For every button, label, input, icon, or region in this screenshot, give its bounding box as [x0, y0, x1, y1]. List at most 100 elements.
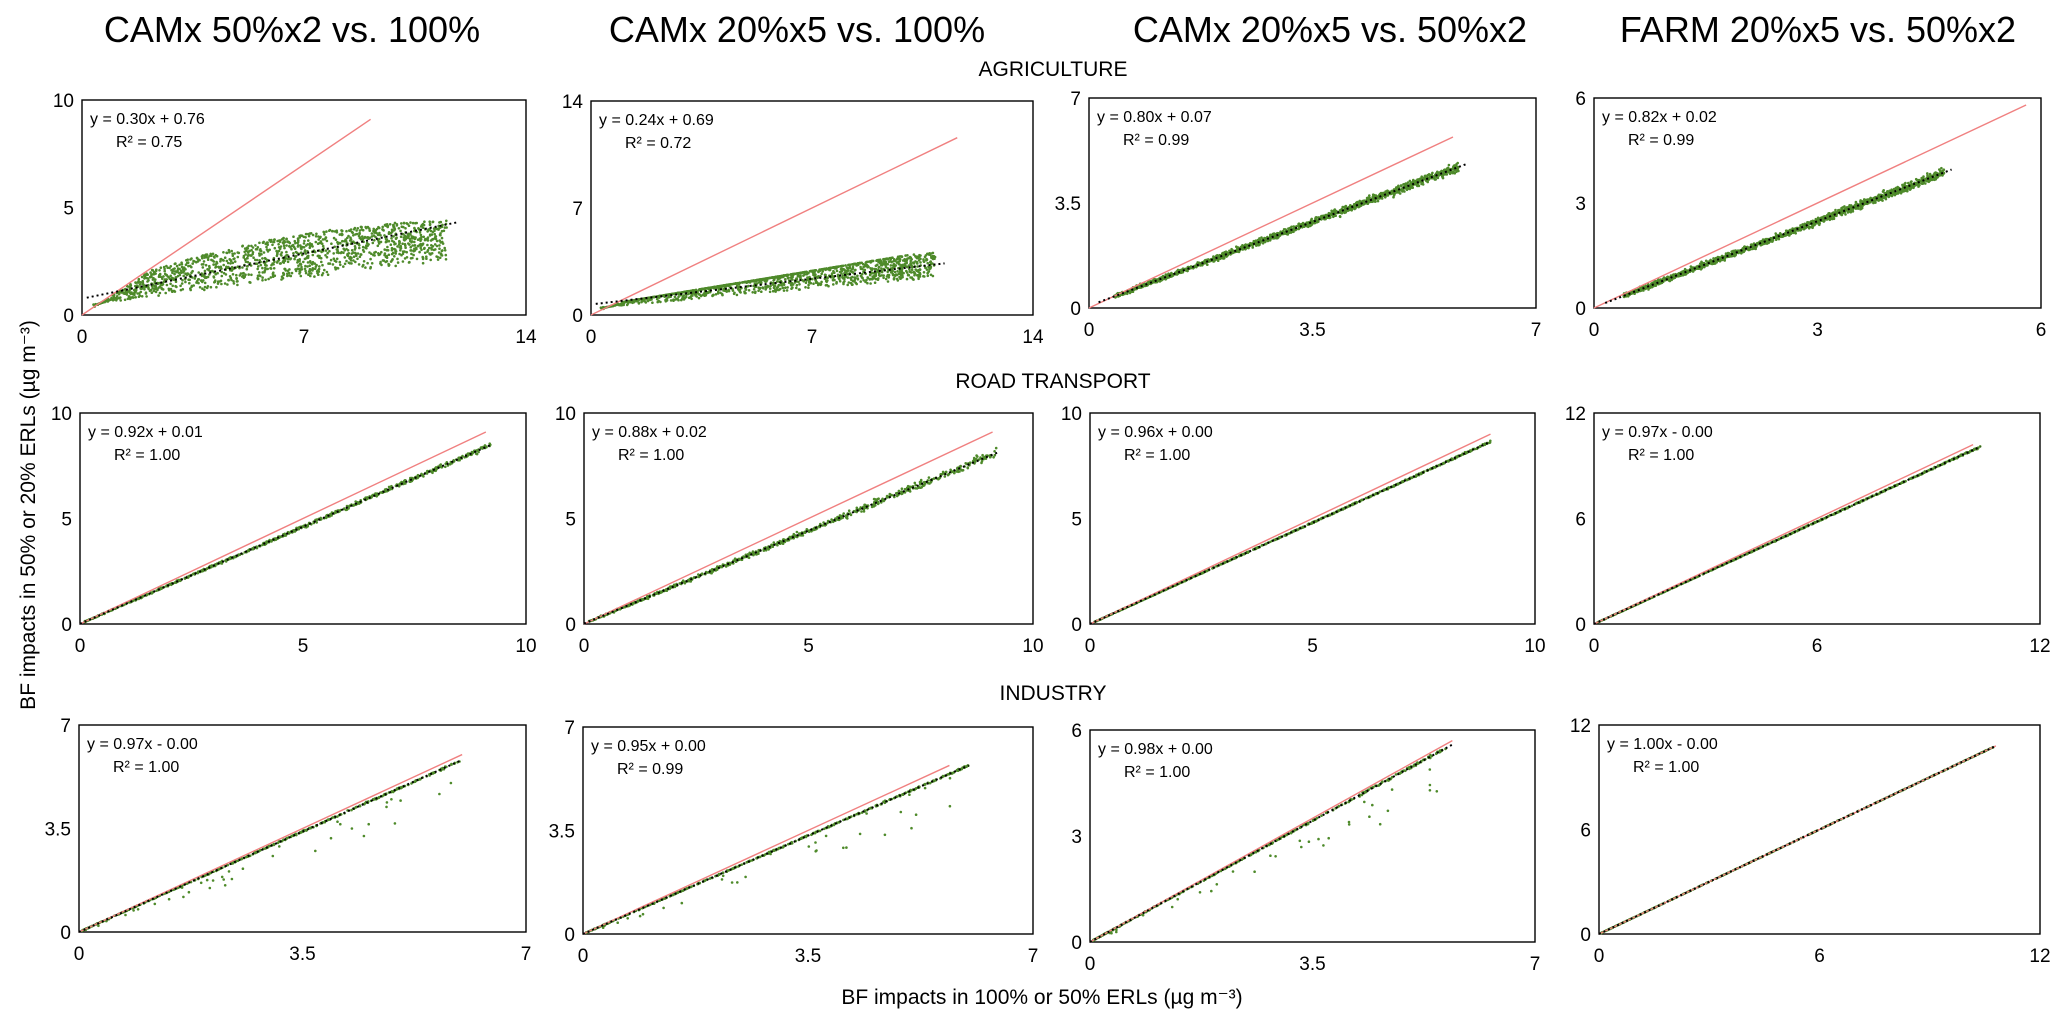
data-point	[251, 246, 255, 249]
data-point	[832, 283, 835, 286]
data-point	[402, 221, 406, 225]
data-point	[440, 249, 444, 253]
data-point	[930, 255, 933, 259]
y-tick-label: 5	[63, 199, 74, 220]
data-point	[286, 269, 290, 273]
data-point	[112, 294, 116, 297]
data-point	[422, 235, 426, 239]
data-point	[744, 287, 747, 290]
data-point	[882, 276, 885, 280]
data-point	[860, 272, 864, 276]
data-point	[757, 289, 760, 293]
data-point	[1368, 194, 1371, 197]
data-point	[830, 272, 834, 275]
data-point	[261, 257, 264, 260]
data-point	[207, 268, 211, 272]
data-point	[354, 246, 357, 250]
data-point	[230, 249, 233, 253]
data-point	[308, 267, 312, 271]
data-point	[426, 248, 430, 252]
data-point	[375, 227, 379, 231]
data-point	[426, 236, 430, 240]
data-point	[1287, 231, 1291, 235]
data-point	[808, 280, 811, 284]
data-point	[1343, 209, 1347, 212]
data-point	[694, 288, 698, 292]
data-point	[415, 257, 419, 261]
data-point	[932, 255, 935, 258]
data-point	[1358, 205, 1361, 208]
data-point	[435, 244, 439, 248]
data-point	[657, 299, 660, 303]
data-point	[897, 272, 901, 276]
data-point	[727, 283, 731, 287]
data-point	[143, 288, 146, 291]
data-point	[236, 251, 239, 254]
data-point	[702, 292, 706, 296]
data-point	[933, 257, 936, 261]
data-point	[203, 281, 207, 285]
data-point	[149, 288, 153, 292]
x-tick-label: 0	[77, 327, 88, 348]
data-point	[761, 286, 764, 289]
data-point	[841, 275, 844, 279]
data-point	[314, 235, 318, 238]
data-point	[747, 280, 750, 284]
data-point	[275, 254, 279, 258]
data-point	[392, 223, 395, 227]
data-point	[669, 299, 673, 302]
data-point	[271, 272, 275, 276]
data-point	[246, 260, 250, 264]
data-point	[923, 275, 926, 278]
data-point	[403, 257, 407, 260]
scatter-points	[92, 219, 448, 308]
data-point	[743, 290, 746, 294]
data-point	[851, 279, 855, 283]
data-point	[273, 246, 277, 250]
data-point	[818, 268, 822, 272]
plot-frame	[590, 100, 1034, 316]
data-point	[208, 273, 211, 276]
data-point	[807, 277, 810, 280]
data-point	[786, 286, 789, 289]
data-point	[407, 242, 410, 245]
data-point	[1399, 184, 1403, 187]
data-point	[154, 286, 158, 289]
data-point	[338, 260, 342, 264]
data-point	[870, 277, 874, 281]
data-point	[242, 271, 245, 275]
data-point	[439, 241, 443, 244]
data-point	[851, 275, 854, 279]
data-point	[352, 234, 355, 237]
data-point	[873, 267, 876, 271]
data-point	[265, 241, 269, 244]
data-point	[439, 253, 443, 256]
data-point	[437, 224, 441, 228]
data-point	[384, 223, 388, 226]
data-point	[296, 238, 300, 242]
data-point	[800, 271, 803, 275]
data-point	[774, 276, 777, 279]
data-point	[333, 245, 337, 249]
data-point	[249, 281, 252, 284]
data-point	[220, 282, 223, 286]
data-point	[386, 245, 389, 249]
data-point	[160, 287, 164, 291]
data-point	[333, 259, 337, 263]
data-point	[1405, 188, 1409, 192]
data-point	[895, 257, 899, 261]
data-point	[246, 256, 249, 260]
data-point	[814, 281, 818, 285]
data-point	[409, 245, 413, 249]
data-point	[370, 232, 374, 235]
data-point	[909, 259, 912, 263]
data-point	[785, 273, 788, 277]
data-point	[298, 272, 301, 275]
data-point	[216, 282, 220, 285]
data-point	[414, 221, 417, 225]
data-point	[384, 240, 388, 244]
data-point	[233, 257, 236, 260]
data-point	[917, 277, 920, 281]
data-point	[771, 289, 775, 293]
